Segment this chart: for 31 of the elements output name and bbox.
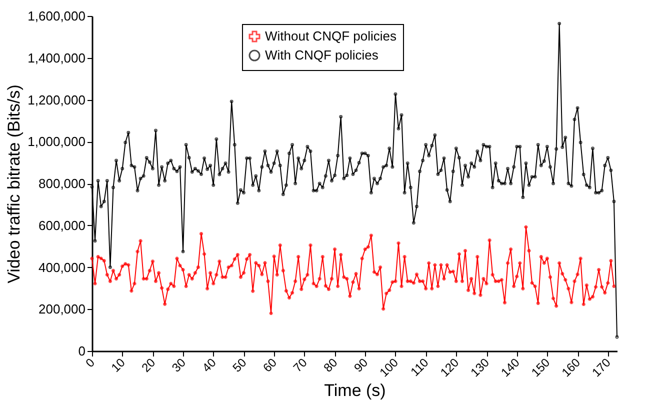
- y-tick-label: 1,600,000: [28, 8, 86, 24]
- x-tick-label: 30: [169, 355, 189, 375]
- x-tick-label: 100: [376, 355, 402, 380]
- x-tick-label: 120: [438, 355, 462, 380]
- x-tick-label: 0: [82, 355, 98, 370]
- y-tick-label: 600,000: [38, 218, 86, 233]
- x-tick-label: 140: [498, 355, 523, 380]
- legend-label: With CNQF policies: [265, 48, 379, 62]
- y-tick-label: 400,000: [38, 260, 86, 275]
- legend-label: Without CNQF policies: [265, 28, 397, 44]
- x-axis-title: Time (s): [324, 380, 386, 400]
- x-tick-label: 130: [468, 355, 492, 380]
- y-tick-label: 1,200,000: [28, 92, 86, 108]
- y-tick-label: 200,000: [38, 302, 86, 317]
- x-tick-label: 170: [589, 355, 614, 380]
- y-tick-label: 1,400,000: [28, 50, 86, 66]
- x-tick-label: 10: [108, 355, 128, 375]
- x-tick-label: 70: [290, 355, 310, 375]
- x-tick-label: 60: [260, 355, 280, 375]
- x-tick-label: 80: [320, 355, 340, 375]
- y-axis-title: Video traffic bitrate (Bits/s): [4, 84, 24, 284]
- x-tick-label: 20: [138, 355, 158, 375]
- y-tick-label: 1,000,000: [28, 134, 86, 150]
- x-tick-label: 160: [558, 355, 584, 380]
- y-tick-label: 800,000: [38, 176, 86, 191]
- x-tick-label: 40: [199, 355, 220, 375]
- x-tick-label: 150: [528, 355, 553, 380]
- x-tick-label: 110: [408, 355, 432, 379]
- y-tick-label: 0: [78, 344, 86, 358]
- x-tick-label: 50: [230, 355, 250, 375]
- x-tick-label: 90: [351, 355, 371, 375]
